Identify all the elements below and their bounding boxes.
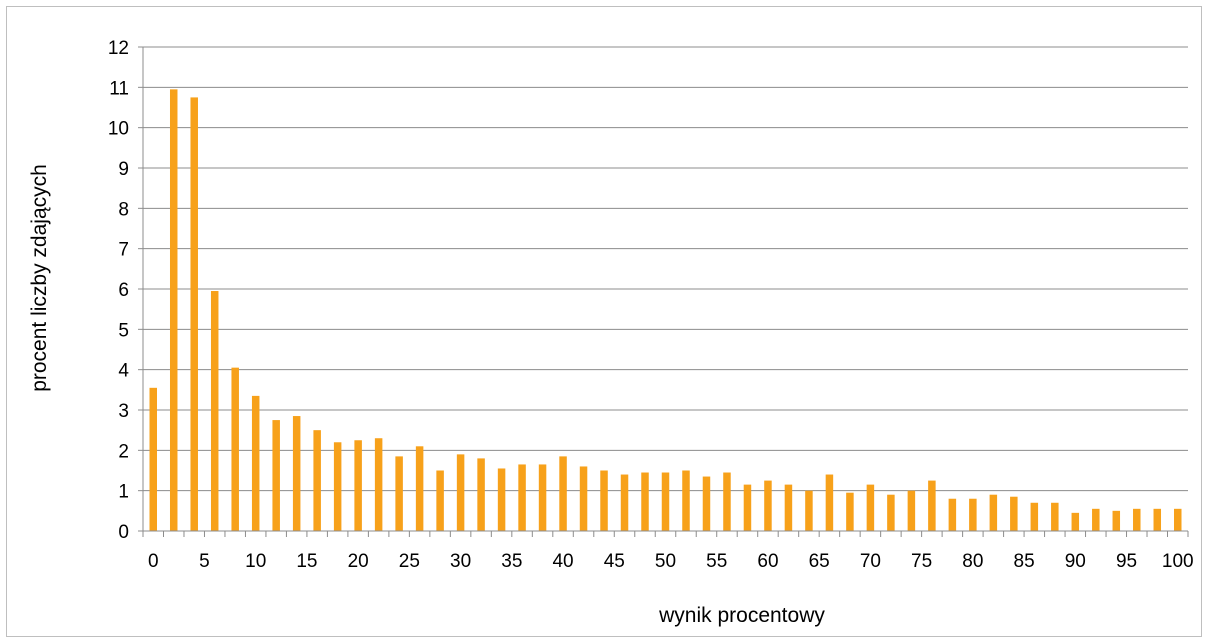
bar (764, 480, 772, 531)
bar (559, 456, 567, 531)
x-tick-label: 10 (245, 551, 266, 572)
x-tick-label: 40 (552, 551, 573, 572)
bar (149, 387, 157, 531)
bar (743, 484, 752, 531)
bar (1092, 508, 1100, 531)
bar (231, 367, 239, 531)
x-tick-label: 25 (399, 551, 420, 572)
bar (825, 474, 834, 531)
bar (1133, 508, 1141, 531)
bar (661, 472, 670, 531)
bar (702, 476, 711, 531)
bar (784, 484, 793, 531)
bar (538, 464, 547, 531)
bar (374, 438, 383, 531)
bar (333, 442, 342, 531)
bar (436, 470, 444, 531)
x-axis-title: wynik procentowy (658, 604, 825, 627)
bar (169, 89, 178, 531)
x-tick-label: 60 (757, 551, 778, 572)
bar (928, 480, 936, 531)
bar (313, 430, 321, 531)
bar (805, 490, 813, 531)
y-tick-label: 2 (118, 441, 129, 462)
bar (579, 466, 588, 531)
y-tick-label: 3 (118, 401, 129, 422)
y-tick-label: 10 (108, 119, 129, 140)
chart-frame (6, 6, 1202, 637)
x-tick-label: 65 (809, 551, 830, 572)
y-tick-label: 12 (108, 38, 129, 59)
bar (641, 472, 649, 531)
y-tick-label: 4 (118, 361, 129, 382)
bar (907, 490, 916, 531)
bar (190, 97, 198, 532)
bar (1030, 502, 1039, 531)
x-tick-label: 50 (655, 551, 676, 572)
x-tick-label: 55 (706, 551, 727, 572)
bar (866, 484, 875, 531)
bar (477, 458, 485, 531)
bar (1153, 508, 1162, 531)
bar (497, 468, 506, 531)
bar (210, 291, 219, 531)
x-tick-label: 35 (501, 551, 522, 572)
bar (600, 470, 608, 531)
bar (1174, 508, 1182, 531)
bar (251, 395, 260, 531)
bar (395, 456, 403, 531)
y-tick-label: 8 (118, 199, 129, 220)
bar (887, 494, 895, 531)
x-tick-labels: 0 5 10 15 20 25 30 35 40 45 50 55 60 65 70 75 80 85 90 95 10… (148, 551, 1194, 572)
x-tick-label: 95 (1116, 551, 1137, 572)
y-tick-label: 6 (118, 280, 129, 301)
bar (518, 464, 526, 531)
bar (272, 420, 280, 531)
y-tick-label: 5 (118, 320, 129, 341)
bar (292, 416, 301, 531)
x-tick-label: 5 (199, 551, 210, 572)
bar (846, 492, 854, 531)
bar (1010, 496, 1018, 531)
y-tick-label: 1 (118, 482, 129, 503)
bar (415, 446, 424, 531)
bar (456, 454, 465, 531)
x-tick-label: 45 (604, 551, 625, 572)
x-tick-label: 80 (962, 551, 983, 572)
x-tick-label: 15 (296, 551, 317, 572)
bar (1051, 502, 1059, 531)
bars (149, 89, 1182, 532)
x-tick-label: 30 (450, 551, 471, 572)
x-tick-label: 85 (1014, 551, 1035, 572)
x-tick-label: 90 (1065, 551, 1086, 572)
bar (1112, 510, 1121, 531)
x-tick-label: 70 (860, 551, 881, 572)
bar (723, 472, 731, 531)
y-axis-title: procent liczby zdających (28, 164, 51, 392)
y-tick-label: 7 (118, 240, 129, 261)
y-tick-label: 0 (118, 522, 129, 543)
bar (354, 440, 362, 531)
y-tick-label: 9 (118, 159, 129, 180)
bar (989, 494, 998, 531)
bar (948, 498, 957, 531)
x-tick-label: 100 (1162, 551, 1194, 572)
bar (1071, 512, 1080, 531)
x-tick-label: 20 (348, 551, 369, 572)
bar (969, 498, 977, 531)
x-tick-label: 0 (148, 551, 159, 572)
bar (682, 470, 690, 531)
bar (620, 474, 629, 531)
y-tick-label: 11 (109, 78, 129, 99)
axes (138, 46, 1189, 537)
x-tick-label: 75 (911, 551, 932, 572)
